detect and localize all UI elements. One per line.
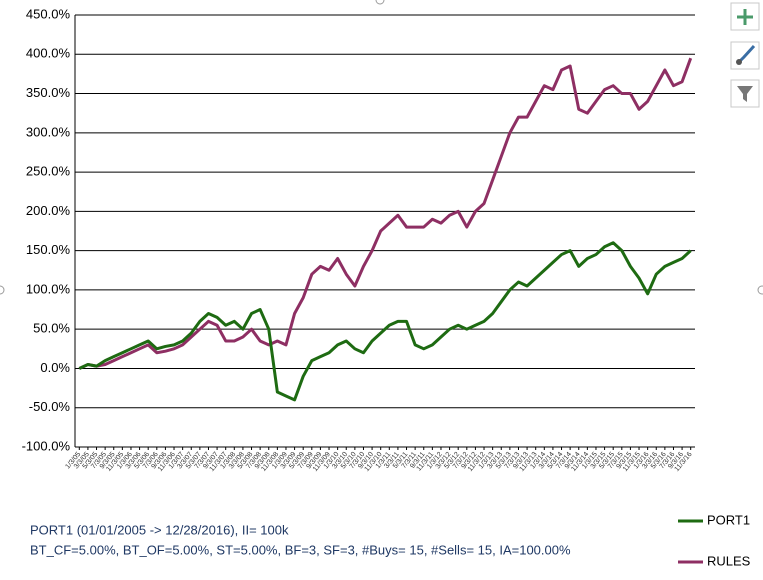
resize-handle[interactable] <box>0 285 5 295</box>
y-tick-label: 200.0% <box>26 203 71 218</box>
y-tick-label: 100.0% <box>26 281 71 296</box>
y-tick-label: 400.0% <box>26 46 71 61</box>
series-line <box>78 241 692 402</box>
y-tick-label: 150.0% <box>26 242 71 257</box>
y-tick-label: 250.0% <box>26 164 71 179</box>
y-tick-label: -100.0% <box>22 438 71 453</box>
resize-handle[interactable] <box>757 285 763 295</box>
chart-styles-button[interactable] <box>730 41 760 70</box>
y-tick-label: 350.0% <box>26 85 71 100</box>
resize-handle[interactable] <box>375 0 385 5</box>
legend-label: RULES <box>707 553 751 568</box>
y-tick-label: 450.0% <box>26 6 71 21</box>
annotation: BT_CF=5.00%, BT_OF=5.00%, ST=5.00%, BF=3… <box>30 542 571 557</box>
y-tick-label: 300.0% <box>26 124 71 139</box>
y-tick-label: 50.0% <box>33 321 70 336</box>
legend-label: PORT1 <box>707 512 750 527</box>
y-tick-label: -50.0% <box>29 399 71 414</box>
annotation: PORT1 (01/01/2005 -> 12/28/2016), II= 10… <box>30 522 289 537</box>
y-tick-label: 0.0% <box>40 360 70 375</box>
chart-filters-button[interactable] <box>730 79 760 108</box>
chart-elements-button[interactable] <box>730 2 760 31</box>
series-line <box>78 57 693 370</box>
